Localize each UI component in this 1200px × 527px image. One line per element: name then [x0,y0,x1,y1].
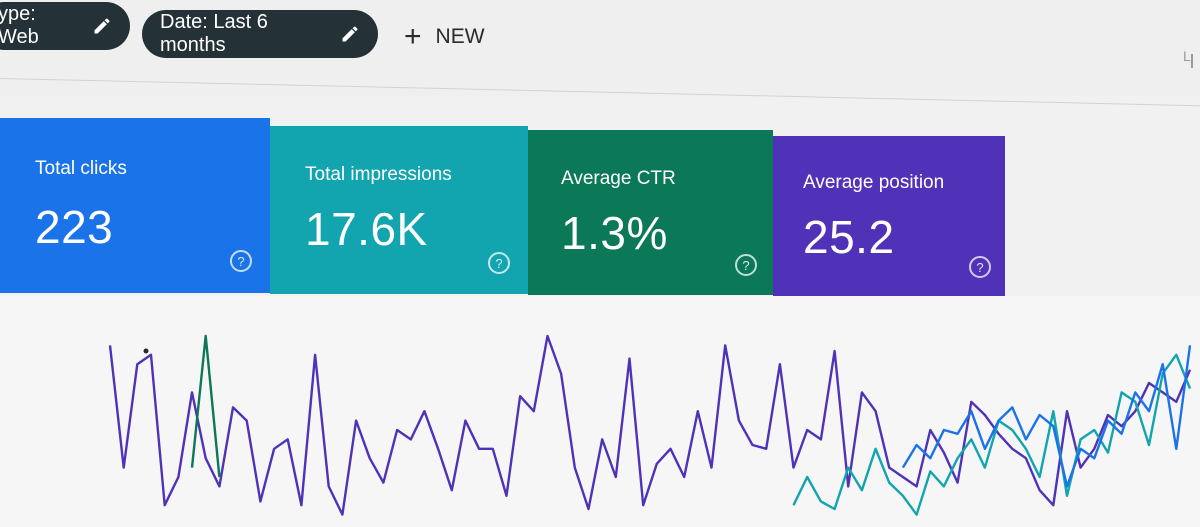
date-filter-chip[interactable]: Date: Last 6 months [142,10,378,58]
chart-marker-dot [143,348,149,354]
card-label: Average position [803,172,945,193]
edge-mark [1191,54,1193,68]
date-filter-label: Date: Last 6 months [160,11,268,56]
average-ctr-card[interactable]: Average CTR 1.3% ? [528,130,773,295]
series-line-1 [792,353,1192,516]
total-clicks-card[interactable]: Total clicks 223 ? [0,118,270,293]
series-line-2 [901,345,1192,488]
card-label: Average CTR [561,168,676,189]
help-icon[interactable]: ? [488,252,510,274]
performance-chart [0,296,1200,527]
card-value: 25.2 [803,211,895,263]
new-filter-button[interactable]: + NEW [404,22,485,52]
card-value: 223 [35,201,114,253]
type-filter-label: ype: Web [0,3,39,48]
edit-pencil-icon[interactable] [92,16,112,36]
card-value: 1.3% [561,207,668,259]
average-position-card[interactable]: Average position 25.2 ? [773,136,1005,296]
edge-text: L [1183,48,1191,64]
help-icon[interactable]: ? [969,256,991,278]
help-icon[interactable]: ? [735,254,757,276]
card-label: Total impressions [305,164,452,185]
edit-pencil-icon[interactable] [340,24,360,44]
new-filter-label: NEW [435,25,485,48]
type-filter-chip[interactable]: ype: Web [0,2,130,50]
performance-chart-svg [108,334,1192,516]
total-impressions-card[interactable]: Total impressions 17.6K ? [270,126,528,294]
series-line-0 [108,334,1192,516]
divider [0,78,1200,107]
card-label: Total clicks [35,158,127,179]
filter-bar: ype: Web Date: Last 6 months + NEW L [0,0,1200,107]
help-icon[interactable]: ? [230,250,252,272]
card-value: 17.6K [305,203,428,255]
plus-icon: + [404,20,422,53]
series-line-3 [190,334,221,478]
